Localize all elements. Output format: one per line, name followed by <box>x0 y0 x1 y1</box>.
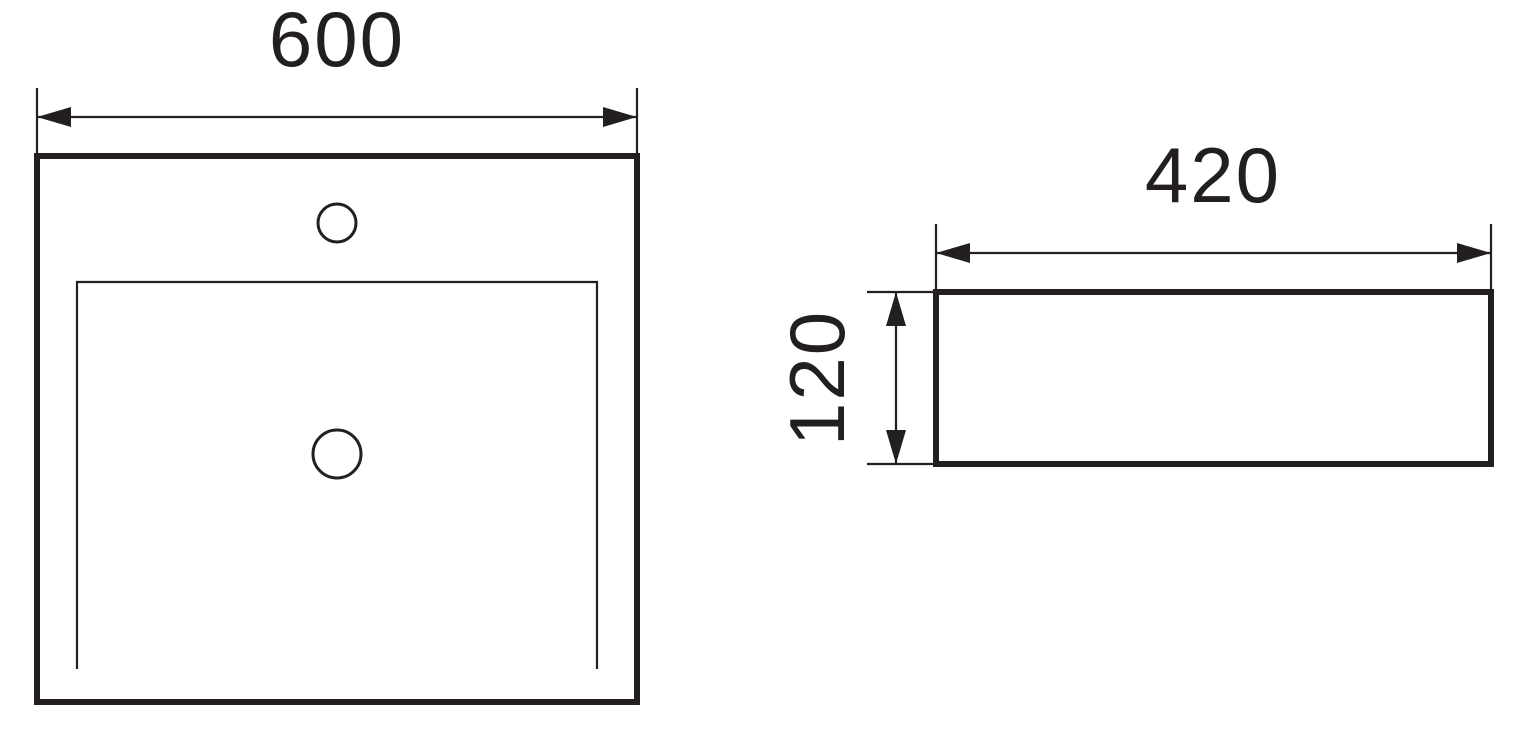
basin-inner <box>77 282 597 669</box>
dim-label: 120 <box>773 310 861 446</box>
faucet-hole <box>318 204 356 242</box>
dim-label: 600 <box>269 0 405 83</box>
side-view-outline <box>936 292 1491 464</box>
drain-hole <box>313 430 361 478</box>
dim-label: 420 <box>1145 131 1281 219</box>
